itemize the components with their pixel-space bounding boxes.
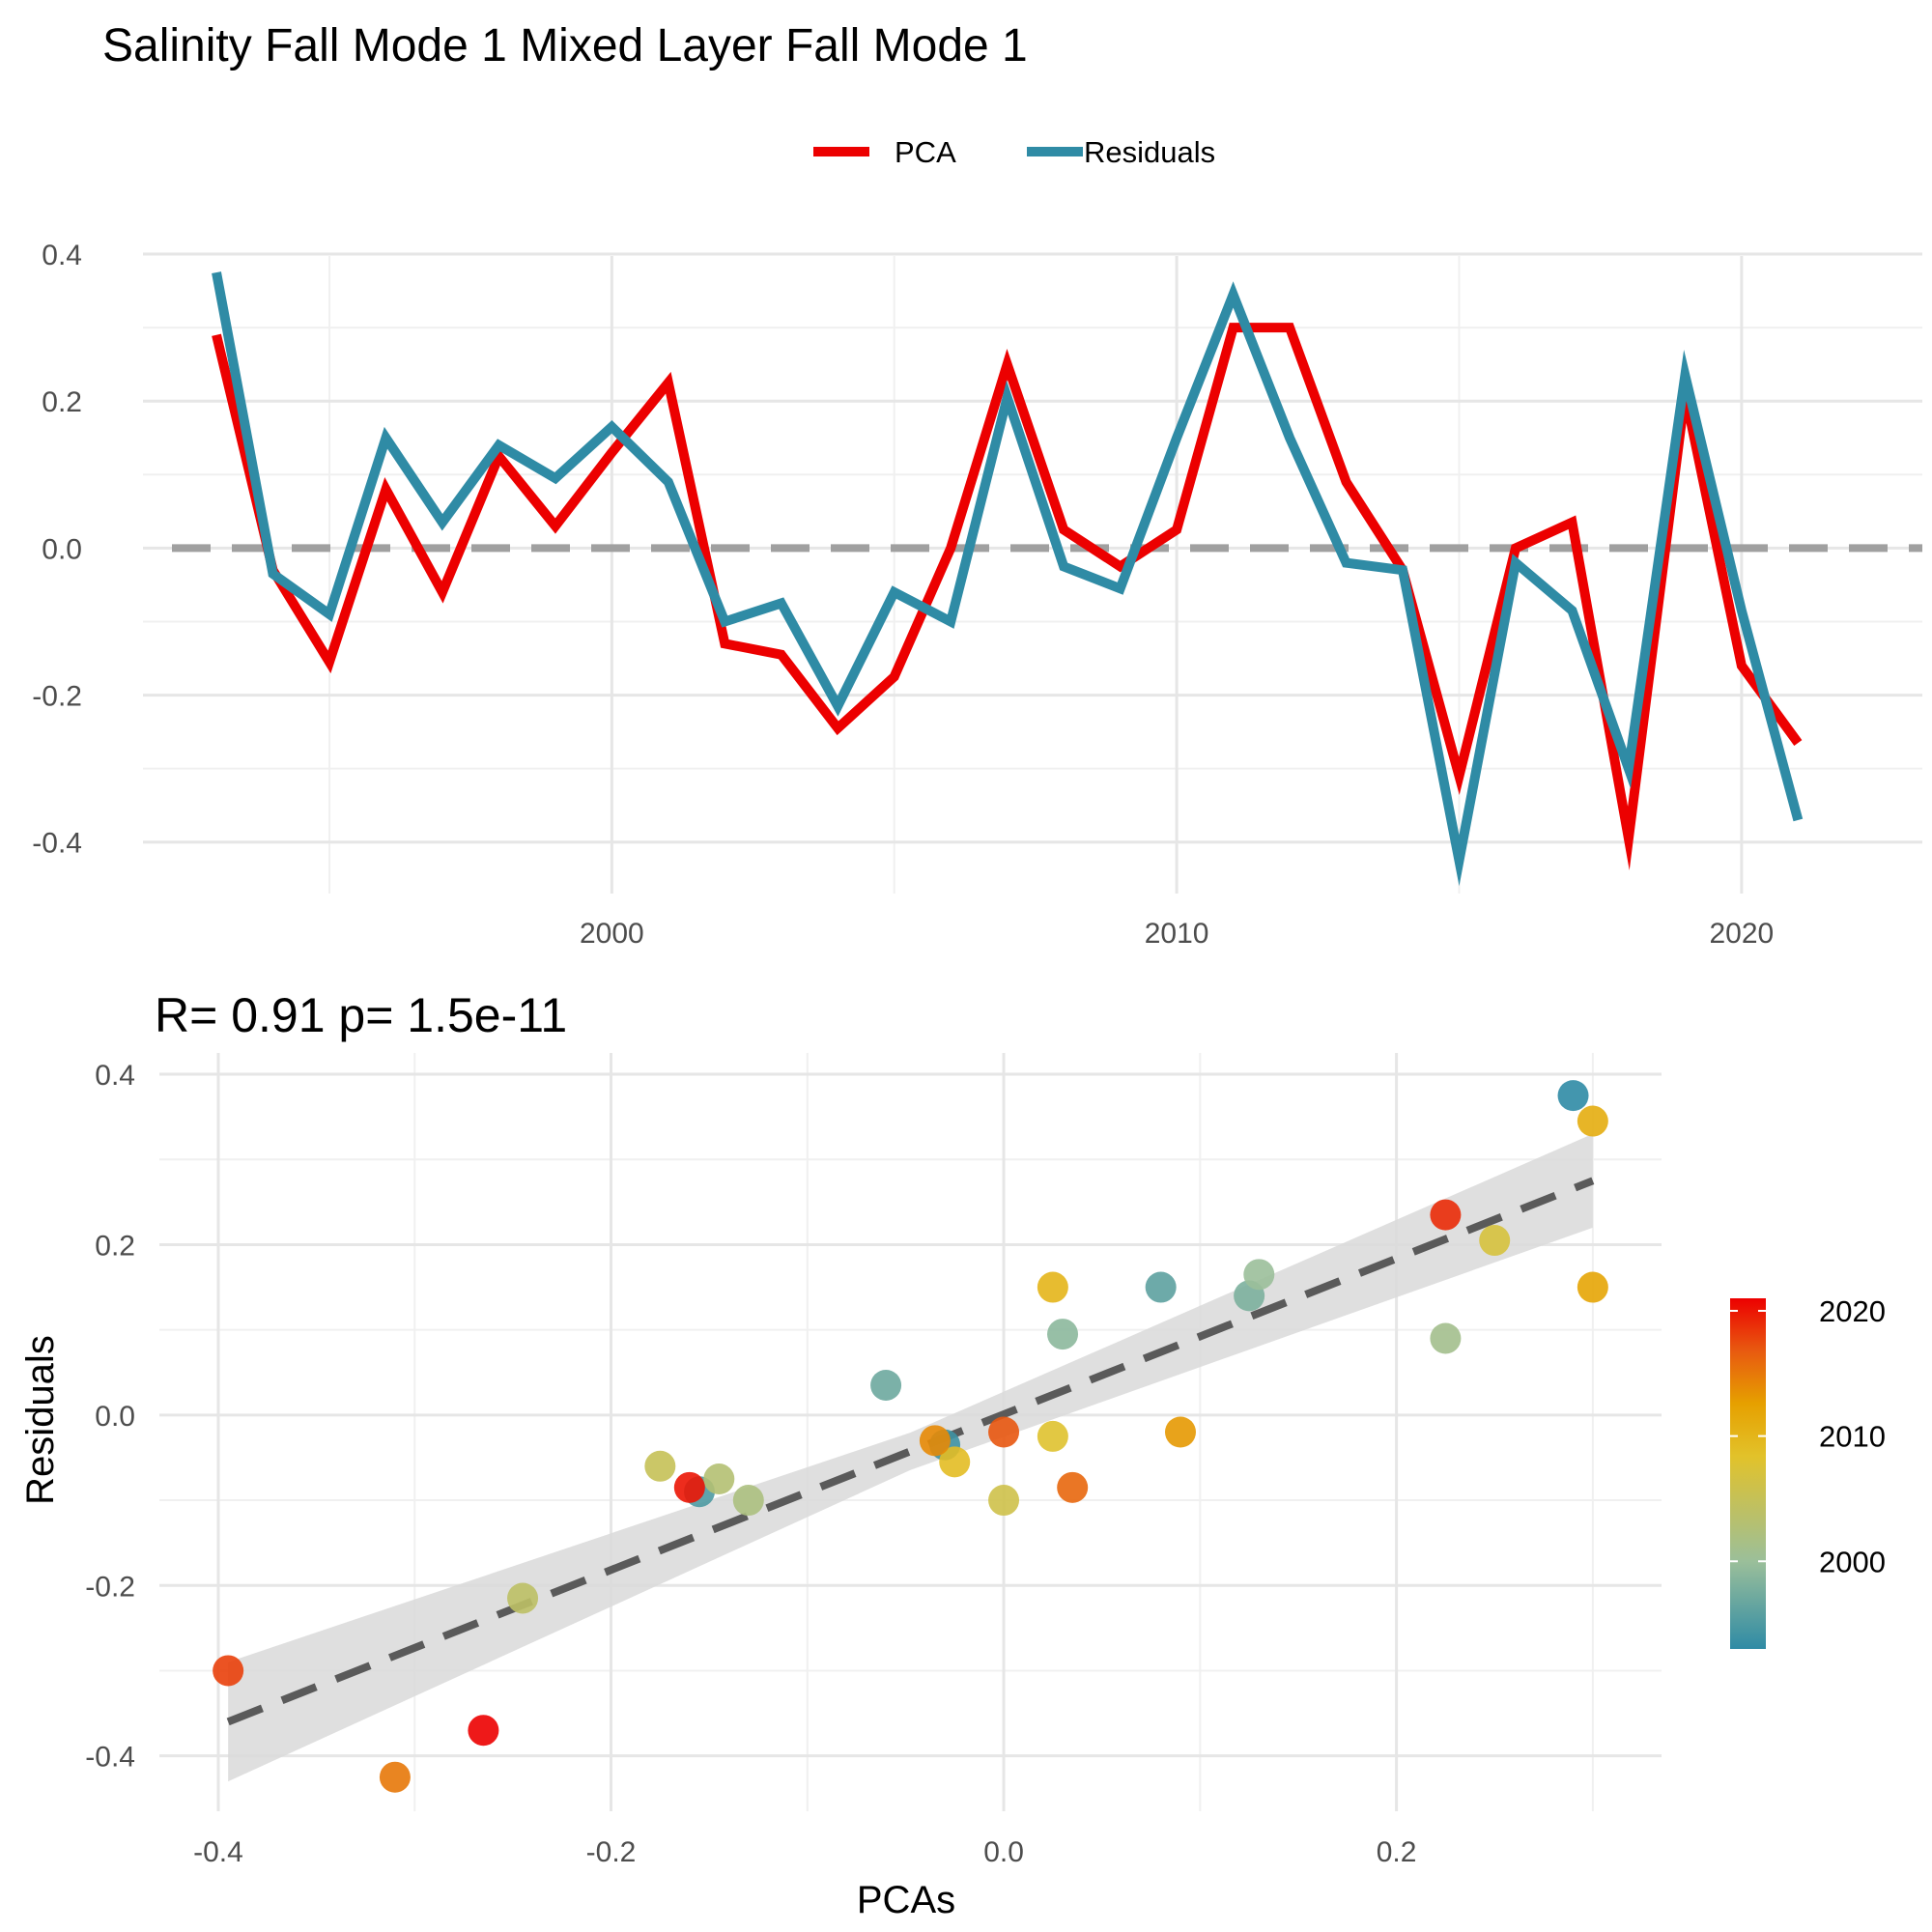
y-tick-label: -0.2 [32,681,82,713]
line-chart-panel: 0.4 0.2 0.0 -0.2 -0.4 2000 2010 2020 [32,240,1922,950]
color-tick-label: 2020 [1819,1294,1886,1328]
scatter-point [507,1582,539,1614]
x-tick-label: 2020 [1710,918,1775,950]
scatter-point [1479,1225,1511,1257]
scatter-point [468,1715,499,1747]
chart-title: Salinity Fall Mode 1 Mixed Layer Fall Mo… [102,20,1028,71]
y-tick-label: 0.2 [42,386,82,418]
y-axis-label: Residuals [19,1335,62,1505]
legend-label-residuals: Residuals [1084,135,1215,169]
scatter-chart-panel: 0.4 0.2 0.0 -0.2 -0.4 -0.4 -0.2 0.0 0.2 [85,1053,1662,1868]
x-tick-label: 2010 [1145,918,1209,950]
scatter-point [1037,1271,1068,1303]
scatter-point [1430,1322,1462,1354]
x-tick-label: -0.2 [586,1836,637,1868]
scatter-point [1577,1271,1608,1303]
scatter-point [673,1471,705,1503]
y-tick-label: -0.4 [85,1742,135,1774]
color-tick-label: 2010 [1819,1420,1886,1454]
scatter-point [939,1446,971,1478]
regression-line [226,1177,1595,1726]
scatter-point [1164,1416,1196,1448]
scatter-point [1557,1080,1589,1112]
confidence-band [228,1133,1593,1782]
y-tick-label: 0.0 [95,1401,135,1433]
scatter-point [1430,1199,1462,1231]
y-tick-label: 0.0 [42,533,82,565]
y-tick-label: 0.2 [95,1230,135,1262]
scatter-point [213,1655,244,1687]
scatter-point [919,1425,951,1457]
color-scale-bar [1730,1298,1766,1649]
color-legend: 2020 2010 2000 [1730,1294,1886,1649]
line-legend: PCA Residuals [813,135,1215,169]
y-tick-label: -0.2 [85,1571,135,1603]
scatter-point [732,1485,764,1517]
series-line-pca [212,323,1803,871]
scatter-point [1057,1471,1089,1503]
scatter-point [1145,1271,1177,1303]
chart-subtitle: R= 0.91 p= 1.5e-11 [155,988,567,1042]
scatter-point [1577,1105,1608,1137]
legend-label-pca: PCA [895,135,956,169]
scatter-point [1037,1420,1068,1452]
scatter-point [988,1416,1020,1448]
x-tick-label: 0.0 [983,1836,1024,1868]
scatter-point [644,1450,676,1482]
x-tick-label: -0.4 [193,1836,243,1868]
y-tick-label: 0.4 [42,240,82,271]
x-tick-label: 0.2 [1377,1836,1417,1868]
color-tick-label: 2000 [1819,1545,1886,1578]
scatter-point [870,1369,902,1401]
scatter-point [1047,1319,1079,1350]
y-tick-label: 0.4 [95,1060,135,1092]
scatter-point [1243,1259,1275,1291]
y-tick-label: -0.4 [32,828,82,860]
x-tick-label: 2000 [580,918,644,950]
series-line-residuals [212,271,1804,887]
scatter-point [703,1463,735,1495]
scatter-point [379,1761,411,1793]
x-axis-label: PCAs [857,1879,955,1921]
scatter-point [988,1485,1020,1517]
